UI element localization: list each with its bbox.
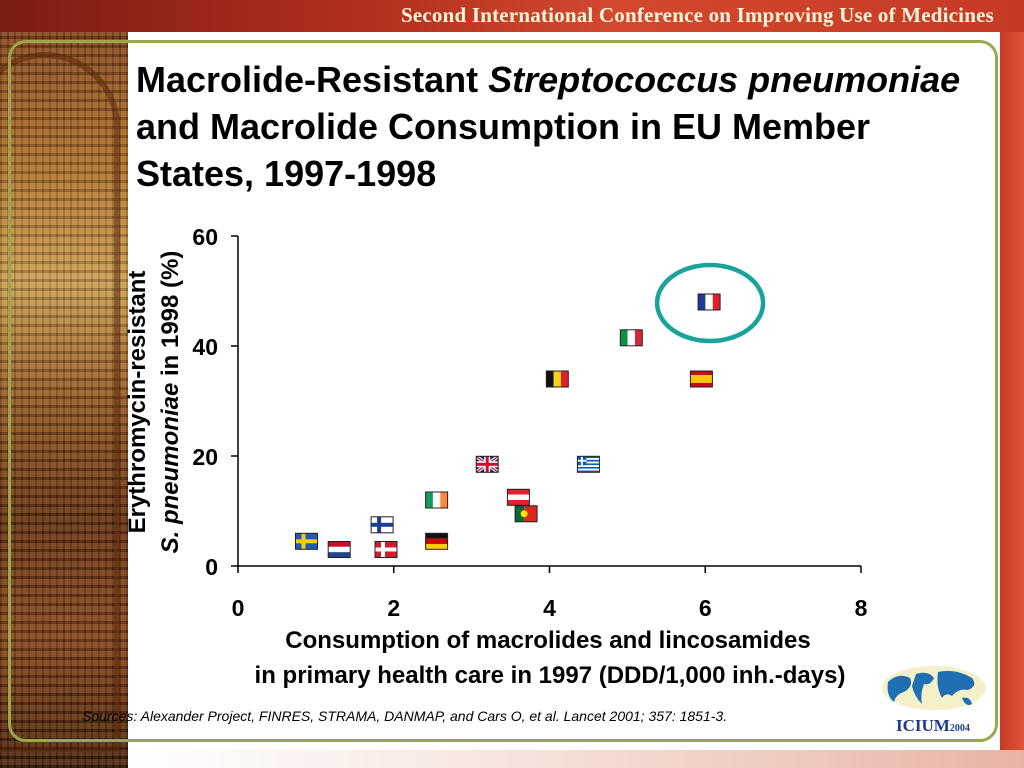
- y-axis-title-line2: S. pneumoniae in 1998 (%): [157, 251, 184, 554]
- x-tick-label: 2: [387, 595, 400, 621]
- slide-title: Macrolide-Resistant Streptococcus pneumo…: [136, 56, 976, 197]
- sweden-flag-point: [295, 532, 318, 550]
- y-tick-labels: 0 20 40 60: [192, 224, 218, 580]
- banner-title: Second International Conference on Impro…: [401, 3, 994, 27]
- data-points: [295, 293, 721, 558]
- y-tick-label: 40: [192, 334, 218, 360]
- sources-citation: Sources: Alexander Project, FINRES, STRA…: [82, 708, 728, 724]
- y-axis-title-line1: Erythromycin-resistant: [124, 271, 151, 534]
- y-tick-label: 0: [205, 554, 218, 580]
- slide-background: [128, 43, 995, 739]
- highlight-circle: [654, 262, 766, 344]
- austria-flag-point: [506, 488, 530, 506]
- slide-frame: [8, 40, 998, 742]
- y-tick-label: 20: [192, 444, 218, 470]
- logo-text: ICIUM2004: [896, 716, 970, 736]
- france-flag-point: [697, 293, 721, 311]
- germany-flag-point: [425, 532, 449, 550]
- x-tick-label: 4: [543, 595, 556, 621]
- x-axis-title-line1: Consumption of macrolides and lincosamid…: [285, 627, 810, 654]
- logo-name: ICIUM: [896, 716, 950, 735]
- bottom-decoration: [128, 750, 1024, 768]
- title-italic: Streptococcus pneumoniae: [488, 59, 961, 100]
- denmark-flag-point: [374, 541, 398, 558]
- x-tick-label: 6: [699, 595, 712, 621]
- logo-year: 2004: [949, 723, 970, 734]
- y-axis-rest: in 1998 (%): [157, 251, 184, 383]
- netherlands-flag-point: [327, 541, 351, 558]
- y-axis-italic: S. pneumoniae: [157, 383, 184, 554]
- spain-flag-point: [689, 370, 713, 388]
- temple-photo: [0, 32, 128, 768]
- title-part-2: and Macrolide Consumption in EU Member S…: [136, 106, 871, 194]
- x-axis-title-line2: in primary health care in 1997 (DDD/1,00…: [255, 662, 846, 689]
- ireland-flag-point: [425, 491, 449, 509]
- x-tick-label: 8: [855, 595, 868, 621]
- greece-flag-point: [576, 455, 600, 473]
- belgium-flag-point: [545, 370, 569, 388]
- portugal-flag-point: [514, 505, 538, 523]
- conference-banner: Second International Conference on Impro…: [0, 0, 1024, 32]
- right-decoration: [1000, 32, 1024, 768]
- chart-axes: [231, 235, 862, 573]
- icium-logo: [878, 664, 990, 734]
- x-tick-label: 0: [232, 595, 245, 621]
- italy-flag-point: [619, 329, 643, 347]
- x-tick-labels: 0 2 4 6 8: [232, 595, 868, 621]
- uk-flag-point: [475, 455, 499, 473]
- finland-flag-point: [370, 516, 394, 534]
- y-tick-label: 60: [192, 224, 218, 250]
- title-part-1: Macrolide-Resistant: [136, 59, 489, 100]
